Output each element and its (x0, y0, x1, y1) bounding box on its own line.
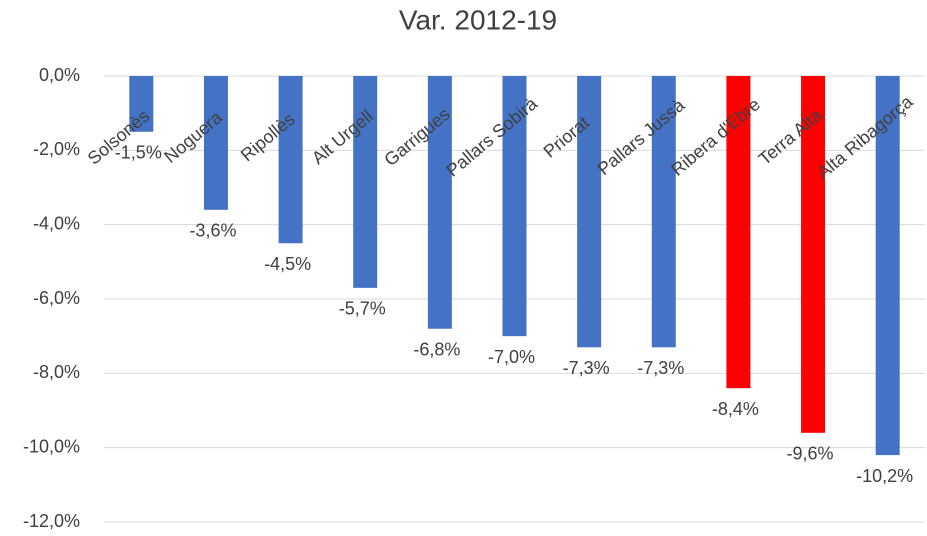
value-label: -1,5% (115, 143, 162, 163)
bar (353, 76, 378, 288)
y-tick-label: -4,0% (33, 213, 80, 233)
bar (801, 76, 826, 433)
bar (129, 76, 154, 132)
value-label: -7,3% (637, 358, 684, 378)
y-tick-label: 0,0% (39, 65, 80, 85)
x-tick-label: Pallars Sobirà (442, 93, 541, 181)
y-tick-label: -6,0% (33, 288, 80, 308)
y-tick-label: -12,0% (23, 511, 80, 531)
bar (203, 76, 228, 210)
value-label: -4,5% (264, 254, 311, 274)
y-tick-label: -8,0% (33, 362, 80, 382)
value-label: -8,4% (712, 399, 759, 419)
value-label: -7,0% (488, 347, 535, 367)
bar (875, 76, 900, 456)
bar (577, 76, 602, 348)
value-label: -10,2% (856, 466, 913, 486)
bar (427, 76, 452, 329)
y-tick-label: -10,0% (23, 436, 80, 456)
bar (651, 76, 676, 348)
bar (502, 76, 527, 337)
chart-title: Var. 2012-19 (399, 4, 557, 35)
bar (726, 76, 751, 389)
value-label: -9,6% (787, 444, 834, 464)
value-label: -3,6% (189, 221, 236, 241)
bar (278, 76, 303, 244)
value-label: -7,3% (563, 358, 610, 378)
x-tick-label: Alta Ribagorça (813, 91, 917, 183)
value-label: -6,8% (413, 339, 460, 359)
value-label: -5,7% (339, 299, 386, 319)
y-tick-label: -2,0% (33, 139, 80, 159)
